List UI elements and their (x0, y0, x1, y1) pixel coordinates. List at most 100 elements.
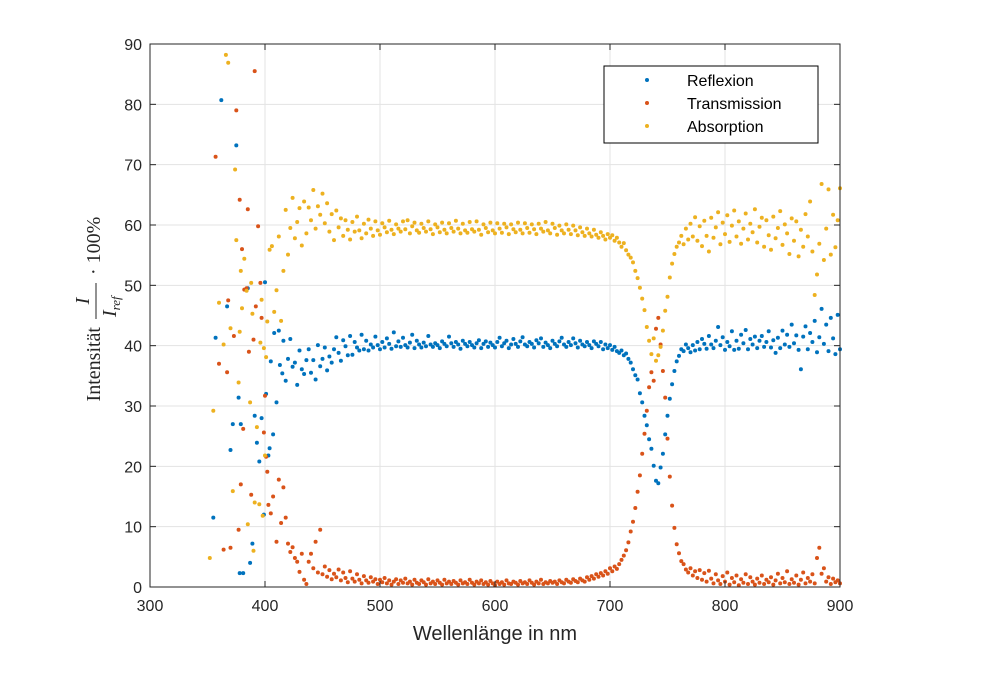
point-reflexion (711, 346, 716, 351)
point-transmission (299, 551, 304, 556)
point-transmission (401, 580, 405, 585)
point-reflexion (759, 334, 764, 338)
point-transmission (697, 568, 702, 573)
point-absorption (817, 241, 822, 246)
point-transmission (773, 578, 778, 583)
point-reflexion (366, 348, 371, 353)
point-transmission (467, 577, 472, 582)
point-reflexion (720, 335, 725, 340)
point-transmission (727, 582, 732, 587)
series-absorption (207, 52, 842, 560)
point-reflexion (387, 341, 392, 346)
point-reflexion (329, 360, 334, 365)
point-absorption (511, 227, 516, 232)
point-absorption (665, 294, 670, 299)
point-transmission (373, 577, 378, 582)
point-absorption (709, 215, 714, 220)
point-absorption (741, 226, 746, 231)
point-reflexion (775, 335, 780, 340)
point-absorption (336, 225, 341, 230)
point-transmission (803, 581, 808, 586)
point-reflexion (497, 335, 502, 340)
point-absorption (522, 221, 527, 226)
point-absorption (237, 329, 242, 334)
point-absorption (368, 226, 373, 231)
point-reflexion (716, 325, 721, 329)
x-tick-label: 600 (482, 598, 509, 615)
point-reflexion (407, 340, 412, 345)
point-absorption (663, 308, 668, 313)
point-absorption (681, 242, 686, 247)
point-transmission (568, 580, 573, 585)
point-transmission (297, 569, 302, 574)
point-transmission (525, 582, 530, 586)
point-transmission (633, 506, 638, 510)
point-transmission (263, 393, 267, 398)
point-absorption (789, 216, 794, 221)
point-reflexion (286, 356, 290, 361)
point-transmission (368, 575, 373, 580)
point-transmission (221, 547, 226, 552)
point-absorption (302, 199, 307, 204)
point-absorption (552, 226, 557, 230)
point-absorption (410, 224, 415, 229)
point-absorption (571, 223, 576, 228)
point-absorption (591, 227, 596, 232)
point-transmission (660, 369, 665, 373)
point-absorption (426, 219, 431, 224)
point-transmission (555, 582, 560, 586)
point-transmission (306, 559, 311, 564)
point-reflexion (322, 345, 327, 350)
point-absorption (320, 191, 325, 196)
point-transmission (217, 361, 221, 366)
point-transmission (281, 485, 286, 490)
y-tick-label: 10 (124, 520, 142, 537)
point-absorption (557, 223, 562, 228)
point-absorption (621, 241, 626, 246)
point-absorption (670, 261, 675, 266)
point-reflexion (380, 340, 385, 344)
x-tick-label: 700 (597, 598, 624, 615)
point-absorption (421, 226, 426, 230)
point-reflexion (718, 343, 723, 348)
legend-marker-transmission (645, 101, 649, 105)
point-reflexion (815, 350, 819, 355)
point-absorption (506, 232, 511, 237)
point-transmission (677, 551, 681, 556)
point-absorption (642, 308, 647, 313)
point-absorption (378, 232, 382, 237)
point-transmission (472, 582, 477, 587)
point-absorption (481, 222, 486, 227)
point-absorption (550, 221, 555, 226)
point-absorption (311, 188, 316, 192)
point-absorption (264, 355, 269, 360)
point-absorption (792, 238, 796, 243)
point-reflexion (808, 331, 813, 335)
point-transmission (700, 577, 704, 582)
point-transmission (238, 482, 243, 487)
point-reflexion (394, 344, 399, 349)
point-transmission (608, 566, 612, 571)
point-reflexion (230, 422, 235, 427)
point-absorption (725, 213, 730, 218)
point-transmission (681, 562, 686, 567)
point-transmission (711, 581, 716, 586)
point-absorption (759, 215, 764, 220)
point-transmission (256, 224, 261, 229)
point-transmission (265, 469, 270, 474)
point-absorption (327, 229, 332, 234)
point-absorption (631, 260, 635, 265)
point-reflexion (755, 346, 760, 351)
point-absorption (233, 167, 238, 172)
point-reflexion (672, 369, 677, 373)
point-transmission (476, 581, 481, 586)
y-axis-label: Intensität I Iref · 100% (72, 217, 123, 402)
point-reflexion (697, 347, 702, 352)
point-transmission (249, 492, 254, 497)
point-reflexion (472, 345, 477, 350)
point-reflexion (357, 348, 362, 353)
point-reflexion (238, 422, 243, 427)
point-absorption (483, 226, 488, 230)
point-reflexion (801, 334, 806, 339)
point-absorption (513, 230, 518, 235)
